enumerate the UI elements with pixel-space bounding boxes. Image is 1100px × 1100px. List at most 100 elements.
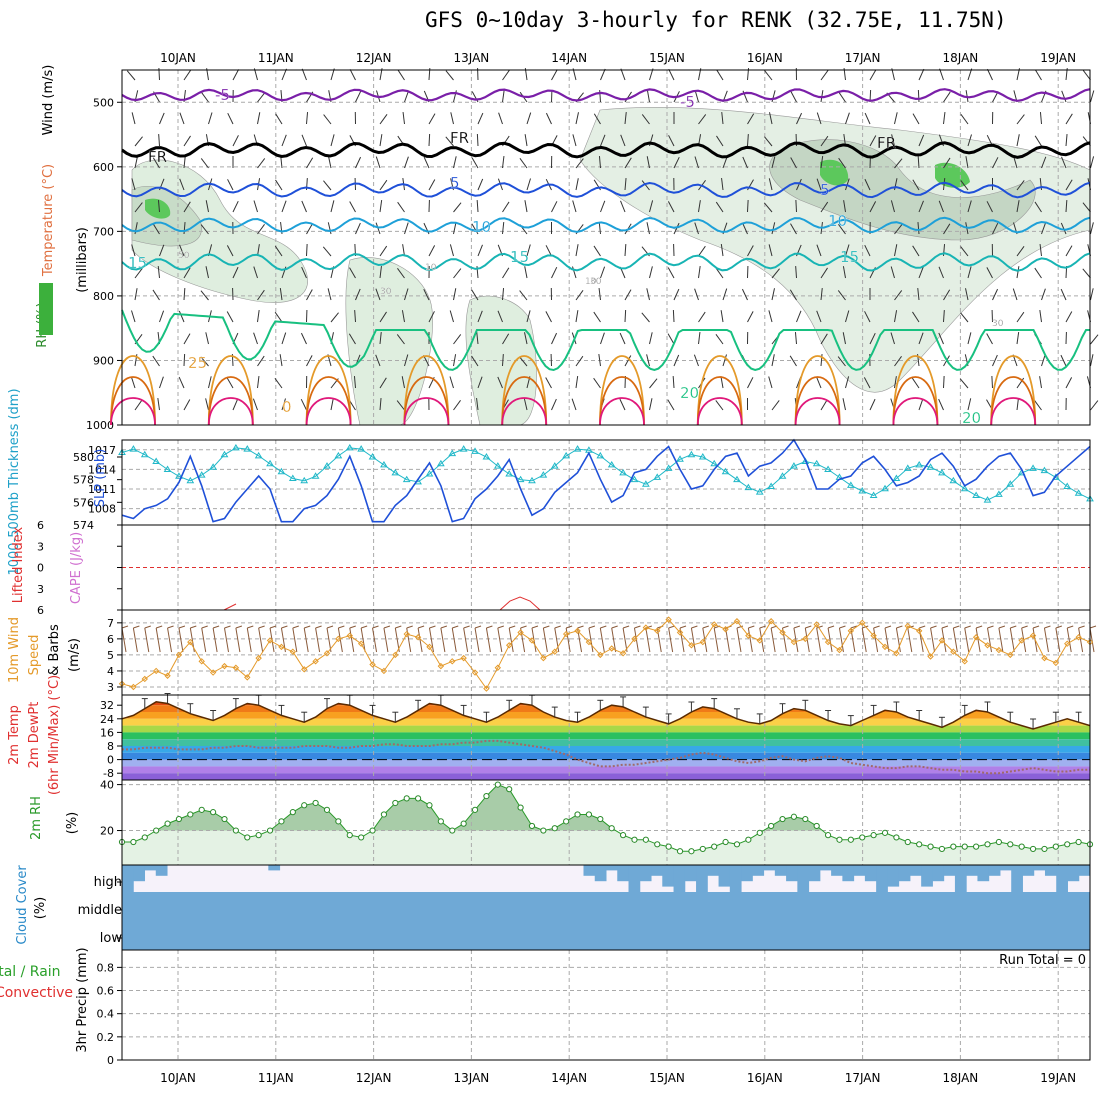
rh-point [369,827,376,834]
isotherm-minus5 [121,88,1091,102]
cloud-bar-high [988,865,1001,876]
wind-barb [943,112,946,125]
wind-barb [720,376,724,389]
wind-barb [502,288,505,301]
wind-barb-flag [269,625,277,629]
thickness-point [254,451,263,459]
wind-speed-point [414,634,422,641]
wind-barb [131,244,136,257]
thickness-point [938,468,946,476]
wind-barb [158,133,160,147]
wind-barb [257,376,260,389]
cloud-bar-high [1078,865,1091,876]
wind-barb-flag [622,625,630,629]
wind-barb [205,332,209,345]
thickness-point [664,464,673,471]
wind-barb [992,354,998,367]
wind-barb [453,222,457,235]
thickness-point [209,463,217,470]
wind-barb-flag [987,625,994,629]
wind-barb [554,627,560,653]
rh-point [870,832,877,839]
wind-barb-flag [406,625,413,629]
wind-barb [542,627,548,653]
wind-barb [551,332,558,345]
cloud-bar-high [594,865,607,882]
wind-barb [1082,70,1091,81]
rh-point [916,841,923,848]
wind-barb [890,332,895,345]
wind-barb [379,200,383,213]
thickness-point [448,449,457,457]
wind-barb [1041,354,1046,367]
wind-barb [379,266,382,279]
wind-barb [673,288,680,301]
isotherm-label: 50 [178,251,190,261]
wind-barb [771,156,776,169]
thickness-point [1040,466,1049,474]
panel-precip [121,949,1091,1061]
rh-point [187,811,194,818]
wind-barb [624,355,632,367]
wind-speed-point [449,658,456,665]
cloud-bar-high [999,865,1012,871]
wind-barb-flag [611,625,618,629]
ylabel-rh-pct: (%) [65,812,80,835]
thickness-point [858,487,867,494]
wind-barb [986,267,993,279]
wind-barb [1016,114,1025,125]
rh-point [631,836,638,843]
wind-barb [820,69,829,81]
wind-barb [134,288,138,301]
wind-barb [716,69,724,81]
wind-barb [894,112,898,125]
wind-barb-flag [133,625,140,629]
wind-speed-point [790,638,798,646]
rh-point [244,834,251,841]
wind-barb [649,266,653,279]
wind-barb [1039,112,1042,125]
wind-barb-flag [748,625,755,629]
cloud-bar-high [673,865,686,892]
wind-barb [445,70,454,81]
wind-barb [837,290,846,301]
wind-barb [152,289,160,301]
y-tick-label: 4 [107,665,114,678]
wind-barb [326,627,332,653]
rh-point [745,836,752,843]
rh-point [904,838,911,846]
thickness-point [607,460,616,468]
wind-barb [918,200,924,213]
wind-speed-point [984,642,991,649]
wind-barb-flag [554,625,561,629]
wind-barb [226,311,234,323]
wind-barb [598,288,601,301]
wind-barb [379,398,382,411]
wind-barb [790,157,797,169]
wind-barb [918,398,924,411]
wind-barb [300,398,307,411]
wind-barb [715,333,724,345]
temp-band [122,759,1090,767]
rh-point [506,786,513,793]
cloud-bar-high [876,865,888,892]
y-tick-label: 7 [107,617,114,630]
wind-barb-flag [156,625,163,629]
wind-barb-flag [884,625,892,629]
ylabel-2m-dewpt: 2m DewPt [27,702,42,769]
wind-speed-point [619,650,627,657]
wind-barb [183,156,186,169]
wind-barb [1041,156,1047,169]
wind-barb [404,354,409,367]
wind-barb [646,354,650,367]
wind-barb [471,355,479,367]
isotherm-label: 5 [450,174,460,192]
temp-band [122,712,1090,719]
wind-speed-point [426,643,433,651]
y-tick-label: 0 [107,754,114,767]
wind-speed-point [460,654,467,662]
wind-barb-flag [383,625,391,629]
y-tick-label: 24 [100,713,114,726]
cloud-bar-high [617,865,630,882]
lifted-index-line [223,603,237,611]
